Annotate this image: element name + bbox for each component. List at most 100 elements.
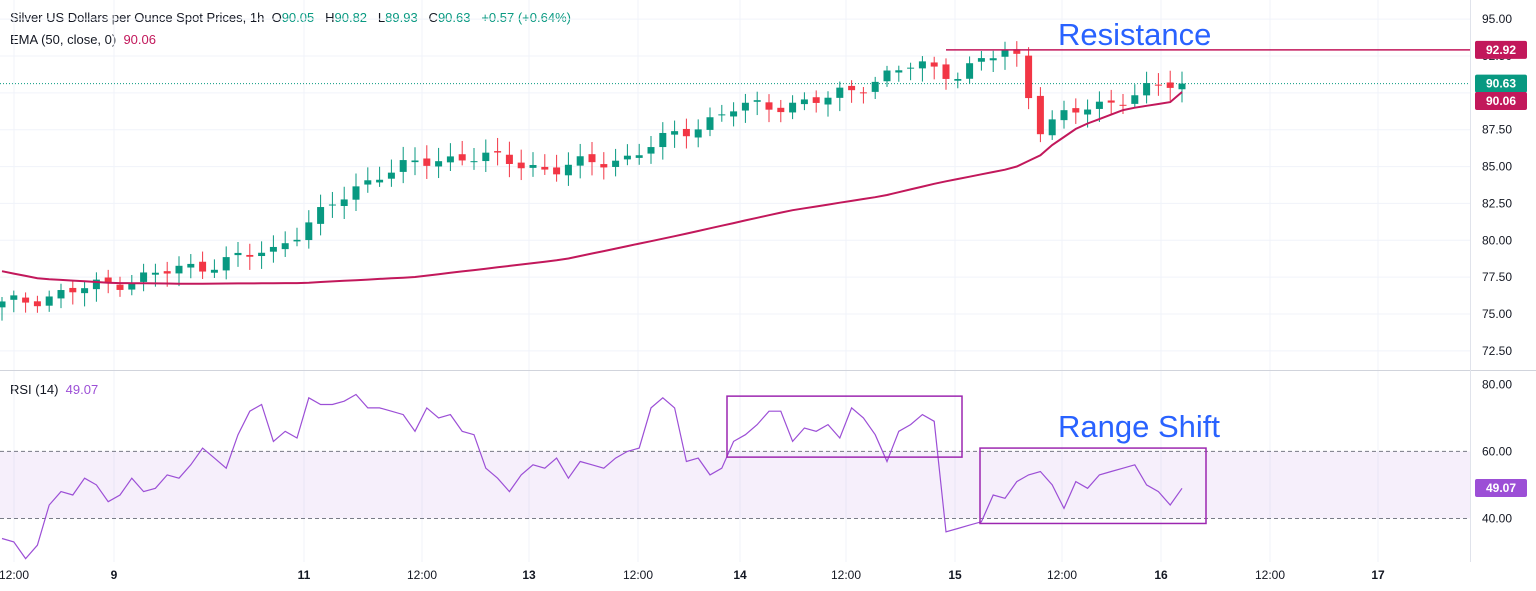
rsi-value-tag: 49.07 (1486, 481, 1516, 495)
candle-body (328, 204, 336, 206)
candle-body (1084, 109, 1092, 115)
ema-legend-value: 90.06 (123, 32, 156, 47)
close-label: C (428, 10, 438, 25)
high-value: 90.82 (334, 10, 368, 25)
rsi-legend-value: 49.07 (65, 382, 99, 397)
range-box-1[interactable] (726, 395, 963, 458)
candle-body (930, 62, 938, 67)
rsi-line (1, 393, 1183, 560)
rsi-legend-label: RSI (14) (10, 382, 59, 397)
candle-body (977, 58, 985, 62)
candle-body (564, 164, 572, 176)
candle-body (859, 92, 867, 94)
candle-body (1013, 49, 1021, 54)
candle-body (1178, 83, 1186, 90)
symbol-title: Silver US Dollars per Ounce Spot Prices,… (10, 10, 265, 25)
candle-body (600, 164, 608, 168)
candle-body (1154, 84, 1162, 86)
time-tick-label: 17 (1371, 568, 1385, 582)
candle-body (741, 102, 749, 111)
range-box-2[interactable] (979, 447, 1207, 525)
candle-body (305, 222, 313, 241)
candle-body (635, 155, 643, 158)
last-price-tag: 90.63 (1486, 77, 1516, 91)
change-value: +0.57 (+0.64%) (481, 10, 571, 25)
candle-body (187, 263, 195, 268)
candle-body (116, 284, 124, 290)
candle-body (1143, 83, 1151, 96)
candle-body (399, 160, 407, 172)
low-label: L (377, 10, 386, 25)
grid (0, 0, 1470, 562)
price-tick-label: 95.00 (1482, 12, 1512, 26)
candle-body (446, 156, 454, 163)
time-axis[interactable]: 12:00 9 11 12:00 13 12:00 14 12:00 15 12:00 16 12:0… (0, 568, 1385, 582)
candle-body (151, 272, 159, 275)
candles (0, 41, 1186, 321)
candle-body (777, 107, 785, 113)
candle-body (836, 87, 844, 98)
candle-body (210, 269, 218, 273)
rsi-tick-label: 40.00 (1482, 511, 1512, 525)
candle-body (281, 243, 289, 250)
candle-body (222, 257, 230, 271)
price-tick-label: 72.50 (1482, 344, 1512, 358)
candle-body (69, 287, 77, 293)
candle-body (883, 70, 891, 82)
price-tags: 92.92 90.63 90.06 49.07 (1475, 40, 1527, 498)
ema-legend-label: EMA (50, close, 0) (10, 32, 117, 47)
candle-body (706, 117, 714, 130)
candle-body (541, 166, 549, 170)
price-tick-label: 85.00 (1482, 160, 1512, 174)
candle-body (246, 254, 254, 257)
time-tick-label: 12:00 (623, 568, 653, 582)
candle-body (895, 70, 903, 73)
last-price-tag-bg (1475, 74, 1527, 93)
candle-body (458, 154, 466, 161)
price-tick-label: 82.50 (1482, 196, 1512, 210)
low-value: 89.93 (385, 10, 418, 25)
time-tick-label: 12:00 (831, 568, 861, 582)
candle-body (0, 301, 6, 308)
candle-body (199, 261, 207, 272)
candle-body (423, 158, 431, 166)
range-shift-annotation[interactable]: Range Shift (1058, 409, 1220, 444)
time-tick-label: 15 (948, 568, 962, 582)
resistance-price-tag: 92.92 (1486, 43, 1516, 57)
time-tick-label: 12:00 (0, 568, 29, 582)
candle-body (765, 102, 773, 110)
ema-legend: EMA (50, close, 0) 90.06 (10, 32, 156, 47)
candle-body (682, 128, 690, 137)
time-tick-label: 11 (298, 568, 311, 582)
ema-price-tag-bg (1475, 91, 1527, 110)
candle-body (989, 58, 997, 61)
candle-body (234, 252, 242, 256)
price-tick-label: 87.50 (1482, 123, 1512, 137)
high-label: H (325, 10, 335, 25)
open-label: O (271, 10, 282, 25)
candle-body (800, 99, 808, 105)
candle-body (163, 271, 171, 274)
resistance-price-tag-bg (1475, 40, 1527, 59)
candle-body (175, 265, 183, 274)
candle-body (659, 132, 667, 148)
price-tick-label: 77.50 (1482, 270, 1512, 284)
candle-body (789, 102, 797, 113)
candle-body (1119, 104, 1127, 106)
candle-body (907, 67, 915, 69)
candle-body (623, 155, 631, 160)
candle-body (848, 85, 856, 91)
candle-body (10, 295, 18, 300)
candle-body (128, 283, 136, 290)
candle-body (647, 147, 655, 154)
candle-body (505, 154, 513, 164)
price-tick-label: 80.00 (1482, 233, 1512, 247)
candle-body (22, 297, 30, 303)
price-axis[interactable]: 72.5075.0077.5080.0082.5085.0087.5090.00… (1482, 12, 1512, 358)
resistance-annotation[interactable]: Resistance (1058, 17, 1211, 52)
candle-body (317, 207, 325, 224)
candle-body (1072, 108, 1080, 113)
rsi-axis[interactable]: 40.00 60.00 80.00 (1482, 377, 1512, 525)
candle-body (942, 64, 950, 79)
